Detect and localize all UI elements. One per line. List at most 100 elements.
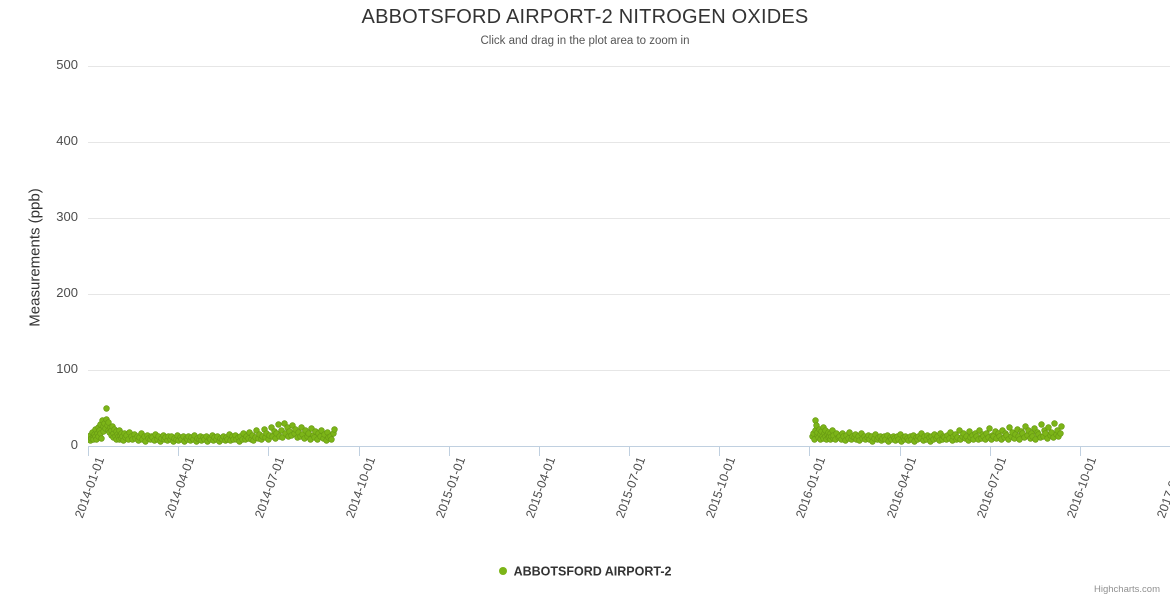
- data-point[interactable]: [1047, 432, 1053, 438]
- data-point[interactable]: [260, 433, 266, 439]
- data-point[interactable]: [837, 433, 843, 439]
- data-point[interactable]: [926, 435, 932, 441]
- data-point[interactable]: [174, 432, 180, 438]
- data-point[interactable]: [238, 433, 244, 439]
- data-point[interactable]: [211, 438, 216, 444]
- data-point[interactable]: [150, 435, 156, 441]
- data-point[interactable]: [198, 433, 204, 439]
- data-point[interactable]: [307, 436, 313, 442]
- data-point[interactable]: [851, 435, 857, 441]
- data-point[interactable]: [267, 432, 273, 438]
- data-point[interactable]: [225, 436, 231, 442]
- data-point[interactable]: [827, 436, 833, 442]
- data-point[interactable]: [221, 434, 227, 440]
- data-point[interactable]: [274, 431, 280, 437]
- data-point[interactable]: [831, 432, 837, 438]
- data-point[interactable]: [1059, 423, 1065, 429]
- data-point[interactable]: [110, 423, 116, 429]
- data-point[interactable]: [202, 436, 208, 442]
- data-point[interactable]: [855, 434, 861, 440]
- data-point[interactable]: [1011, 435, 1017, 441]
- data-point[interactable]: [994, 435, 1000, 441]
- data-point[interactable]: [141, 434, 147, 440]
- data-point[interactable]: [1021, 435, 1027, 441]
- data-point[interactable]: [113, 429, 119, 435]
- data-point[interactable]: [242, 437, 248, 443]
- data-point[interactable]: [134, 433, 140, 439]
- data-point[interactable]: [977, 427, 983, 433]
- data-point[interactable]: [1050, 435, 1056, 441]
- data-point[interactable]: [1017, 436, 1023, 442]
- data-point[interactable]: [94, 430, 100, 436]
- data-point[interactable]: [257, 432, 263, 438]
- data-point[interactable]: [858, 431, 864, 437]
- data-point[interactable]: [91, 437, 97, 443]
- data-point[interactable]: [832, 437, 838, 443]
- data-point[interactable]: [93, 433, 99, 439]
- data-point[interactable]: [1007, 425, 1013, 431]
- data-point[interactable]: [186, 434, 192, 440]
- data-point[interactable]: [985, 435, 991, 441]
- data-point[interactable]: [138, 431, 144, 437]
- data-point[interactable]: [294, 435, 300, 441]
- data-point[interactable]: [239, 436, 245, 442]
- data-point[interactable]: [255, 435, 261, 441]
- data-point[interactable]: [301, 435, 307, 441]
- data-point[interactable]: [203, 434, 209, 440]
- data-point[interactable]: [923, 436, 929, 442]
- plot-area[interactable]: [88, 66, 1170, 446]
- data-point[interactable]: [822, 434, 828, 440]
- data-point[interactable]: [857, 438, 863, 444]
- data-point[interactable]: [288, 432, 294, 438]
- data-point[interactable]: [877, 433, 883, 439]
- data-point[interactable]: [1023, 423, 1029, 429]
- data-point[interactable]: [180, 433, 186, 439]
- data-point[interactable]: [140, 436, 146, 442]
- data-point[interactable]: [1029, 430, 1034, 436]
- data-point[interactable]: [1014, 426, 1020, 432]
- data-point[interactable]: [280, 435, 286, 441]
- data-point[interactable]: [842, 438, 848, 444]
- data-point[interactable]: [828, 431, 834, 437]
- data-point[interactable]: [120, 433, 126, 439]
- data-point[interactable]: [829, 428, 835, 434]
- data-point[interactable]: [97, 428, 103, 434]
- data-point[interactable]: [169, 434, 175, 440]
- data-point[interactable]: [309, 426, 315, 432]
- data-point[interactable]: [886, 438, 892, 444]
- data-point[interactable]: [951, 434, 957, 440]
- data-point[interactable]: [102, 426, 108, 432]
- data-point[interactable]: [997, 433, 1003, 439]
- data-point[interactable]: [235, 435, 241, 441]
- data-point[interactable]: [101, 429, 107, 435]
- data-point[interactable]: [166, 433, 172, 439]
- data-point[interactable]: [966, 429, 972, 435]
- data-point[interactable]: [187, 438, 193, 444]
- data-point[interactable]: [1010, 429, 1016, 435]
- data-point[interactable]: [185, 437, 191, 443]
- data-point[interactable]: [865, 432, 871, 438]
- data-point[interactable]: [154, 436, 160, 442]
- data-point[interactable]: [167, 436, 173, 442]
- data-point[interactable]: [871, 435, 877, 441]
- data-point[interactable]: [330, 431, 336, 437]
- data-point[interactable]: [128, 434, 134, 440]
- data-point[interactable]: [848, 437, 854, 443]
- data-point[interactable]: [153, 432, 159, 438]
- data-point[interactable]: [124, 432, 130, 438]
- data-point[interactable]: [838, 436, 844, 442]
- data-point[interactable]: [144, 432, 150, 438]
- data-point[interactable]: [939, 436, 945, 442]
- data-point[interactable]: [834, 430, 840, 436]
- data-point[interactable]: [928, 438, 934, 444]
- data-point[interactable]: [929, 433, 935, 439]
- data-point[interactable]: [192, 432, 198, 438]
- data-point[interactable]: [163, 435, 169, 441]
- data-point[interactable]: [863, 437, 869, 443]
- data-point[interactable]: [226, 432, 232, 438]
- data-point[interactable]: [270, 434, 276, 440]
- data-point[interactable]: [1008, 434, 1014, 440]
- data-point[interactable]: [811, 436, 817, 442]
- data-point[interactable]: [932, 432, 938, 438]
- data-point[interactable]: [176, 438, 182, 444]
